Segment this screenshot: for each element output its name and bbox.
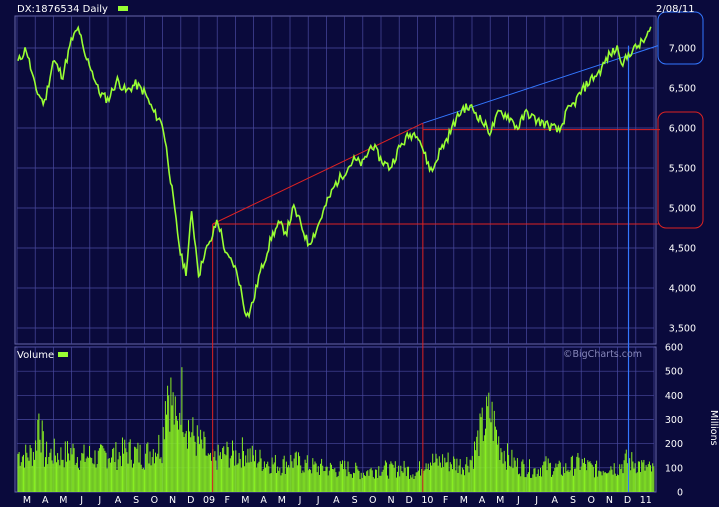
price-line (17, 25, 652, 320)
month-tick-label: M (496, 495, 504, 506)
month-tick-label: S (352, 495, 358, 506)
volume-legend-swatch (58, 352, 68, 357)
month-tick-label: O (151, 495, 158, 506)
month-tick-label: J (316, 495, 320, 506)
month-tick-label: A (42, 495, 49, 506)
symbol-label: DX:1876534 Daily (17, 4, 108, 15)
volume-label: Volume (17, 350, 54, 361)
watermark: ©BigCharts.com (563, 349, 642, 360)
month-tick-label: J (298, 495, 302, 506)
month-tick-label: A (333, 495, 340, 506)
month-tick-label: A (260, 495, 267, 506)
month-tick-label: S (570, 495, 576, 506)
volume-tick-label: 300 (665, 415, 683, 426)
price-tick-label: 4,000 (669, 284, 696, 295)
price-tick-label: 3,500 (669, 324, 696, 335)
volume-tick-label: 400 (665, 391, 683, 402)
volume-tick-label: 200 (665, 439, 683, 450)
price-tick-label: 6,000 (669, 124, 696, 135)
price-series-line (17, 25, 652, 320)
volume-tick-label: 100 (665, 463, 683, 474)
month-tick-label: M (241, 495, 249, 506)
volume-axis-ticks: 0 100 200 300 400 500 600 (665, 343, 683, 499)
symbol-legend-swatch (118, 6, 128, 11)
month-tick-label: O (587, 495, 594, 506)
month-tick-label: D (624, 495, 631, 506)
price-tick-label: 7,000 (669, 44, 696, 55)
volume-bars (17, 367, 655, 492)
price-tick-label: 5,000 (669, 204, 696, 215)
month-tick-label: 10 (421, 495, 433, 506)
month-tick-label: D (187, 495, 194, 506)
month-tick-label: D (406, 495, 413, 506)
volume-tick-label: 600 (665, 343, 683, 354)
price-panel-frame (14, 15, 657, 345)
month-tick-label: N (606, 495, 613, 506)
month-tick-label: M (23, 495, 31, 506)
month-tick-label: J (534, 495, 538, 506)
month-tick-label: M (59, 495, 67, 506)
month-tick-label: A (115, 495, 122, 506)
highlight-box-blue (657, 11, 704, 65)
month-tick-label: F (443, 495, 448, 506)
units-label: Millions (708, 410, 719, 446)
trendline-blue (422, 45, 659, 124)
month-tick-label: 09 (203, 495, 215, 506)
month-tick-label: N (169, 495, 176, 506)
month-tick-label: M (278, 495, 286, 506)
highlight-box-red (657, 111, 704, 229)
trendline-red (212, 122, 424, 225)
month-tick-label: F (224, 495, 229, 506)
trend-overlays (212, 11, 704, 492)
month-tick-label: S (133, 495, 139, 506)
month-tick-label: J (516, 495, 520, 506)
month-tick-label: 11 (640, 495, 652, 506)
date-label: 2/08/11 (656, 4, 695, 15)
volume-tick-label: 500 (665, 367, 683, 378)
price-axis-ticks: 3,500 4,000 4,500 5,000 5,500 6,000 6,500 7,000 (669, 44, 696, 335)
month-tick-label: O (369, 495, 376, 506)
month-tick-label: J (97, 495, 101, 506)
grid-lines (16, 16, 655, 493)
price-tick-label: 4,500 (669, 244, 696, 255)
price-tick-label: 6,500 (669, 84, 696, 95)
month-tick-label: N (387, 495, 394, 506)
month-tick-label: A (552, 495, 559, 506)
month-axis-ticks: M A M J J A S O N D 09 F M A M J J A S O N D 10 F M A M J J A S O N D 11 (23, 495, 652, 506)
month-tick-label: J (79, 495, 83, 506)
month-tick-label: A (479, 495, 486, 506)
month-tick-label: M (460, 495, 468, 506)
volume-tick-label: 0 (677, 488, 683, 499)
price-tick-label: 5,500 (669, 164, 696, 175)
